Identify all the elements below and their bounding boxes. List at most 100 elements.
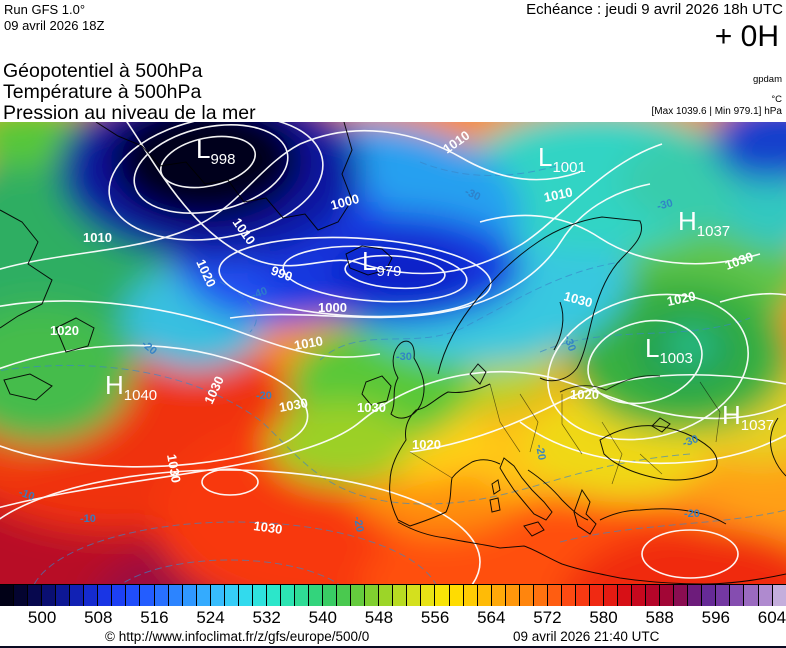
temperature-contours — [0, 161, 786, 584]
scale-cell — [83, 585, 98, 606]
temperature-label: -30 — [656, 197, 674, 213]
scale-cell — [237, 585, 252, 606]
scale-cell — [181, 585, 196, 606]
color-scale-labels: 500 508 516 524 532 540 548 556 564 572 580 588 596 6… — [0, 606, 786, 628]
scale-cell — [546, 585, 561, 606]
forecast-step: + 0H — [714, 20, 779, 53]
isobar-label: 1030 — [278, 395, 309, 415]
scale-cell — [560, 585, 575, 606]
scale-cell — [293, 585, 309, 606]
scale-cell — [392, 585, 407, 606]
isobar-label: 1010 — [293, 333, 324, 353]
scale-cell — [406, 585, 421, 606]
temperature-label: -30 — [681, 433, 700, 450]
scale-cell — [659, 585, 674, 606]
scale-cell — [13, 585, 28, 606]
scale-tick-label: 580 — [589, 608, 618, 627]
scale-tick-label: 572 — [533, 608, 562, 627]
isobar-label: 1030 — [164, 453, 184, 484]
isobar-label: 1020 — [412, 437, 441, 452]
temperature-label: -20 — [533, 443, 548, 461]
scale-cell — [69, 585, 84, 606]
isobar-label: 1030 — [357, 400, 386, 415]
scale-tick-label: 564 — [477, 608, 506, 627]
scale-cell — [504, 585, 519, 606]
isobar-label: 1010 — [543, 184, 574, 205]
scale-tick-label: 500 — [27, 608, 57, 627]
scale-cell — [350, 585, 365, 606]
temperature-label: -10 — [17, 487, 36, 504]
scale-cell — [195, 585, 210, 606]
isobar-label: 1000 — [318, 300, 347, 315]
scale-cell — [265, 585, 280, 606]
scale-cell — [490, 585, 505, 606]
valid-time: Echéance : jeudi 9 avril 2026 18h UTC — [526, 1, 783, 18]
scale-cell — [631, 585, 646, 606]
scale-cell — [111, 585, 126, 606]
map-canvas: L998 L1001 H1037 L979 L1003 H1040 H1037 1010 101… — [0, 122, 786, 584]
scale-cell — [251, 585, 266, 606]
scale-cell — [574, 585, 589, 606]
scale-cell — [673, 585, 688, 606]
temperature-label: -30 — [561, 334, 578, 353]
model-run-name: Run GFS 1.0° — [4, 2, 86, 17]
minmax-pressure: [Max 1039.6 | Min 979.1] hPa — [651, 106, 782, 117]
pressure-center-h-1040: H1040 — [105, 370, 157, 404]
scale-cell — [532, 585, 547, 606]
scale-tick-label: 596 — [701, 608, 730, 627]
param-mslp: Pression au niveau de la mer — [3, 102, 256, 124]
scale-tick-label: 540 — [308, 608, 337, 627]
scale-cell — [55, 585, 70, 606]
scale-tick-label: 548 — [364, 608, 394, 627]
scale-cell — [139, 585, 154, 606]
isobar-label: 1020 — [570, 387, 599, 402]
temperature-label: -10 — [80, 513, 96, 525]
unit-celsius: °C — [771, 94, 782, 105]
scale-tick-label: 516 — [140, 608, 169, 627]
scale-cell — [588, 585, 604, 606]
isobar-label: 1020 — [50, 323, 79, 338]
isobar-contours — [0, 122, 786, 584]
scale-cell — [167, 585, 182, 606]
scale-cell — [603, 585, 618, 606]
scale-tick-label: 524 — [196, 608, 225, 627]
pressure-center-l-979: L979 — [362, 246, 402, 280]
param-temperature: Température à 500hPa — [3, 81, 202, 103]
temperature-label: -20 — [256, 390, 272, 402]
scale-cell — [771, 585, 786, 606]
scale-cell — [476, 585, 491, 606]
unit-gpdam: gpdam — [752, 74, 782, 85]
header: Run GFS 1.0° 09 avril 2026 18Z Echéance … — [0, 0, 786, 124]
param-geopotential: Géopotentiel à 500hPa — [3, 60, 203, 82]
scale-cell — [322, 585, 337, 606]
generation-datetime: 09 avril 2026 21:40 UTC — [513, 629, 660, 644]
scale-cell — [715, 585, 730, 606]
scale-cell — [743, 585, 758, 606]
scale-cell — [462, 585, 477, 606]
scale-cell — [434, 585, 449, 606]
temperature-label: -30 — [396, 351, 412, 363]
scale-cell — [729, 585, 744, 606]
scale-cell — [378, 585, 393, 606]
scale-cell — [308, 585, 323, 606]
temperature-label: -20 — [351, 515, 366, 533]
isobar-label: 1020 — [666, 288, 697, 309]
scale-cell — [41, 585, 56, 606]
country-borders — [409, 381, 721, 485]
model-run-date: 09 avril 2026 18Z — [4, 18, 105, 33]
footer: © http://www.infoclimat.fr/z/gfs/europe/… — [0, 628, 786, 646]
color-scale-bar — [0, 584, 786, 606]
geopotential-map: L998 L1001 H1037 L979 L1003 H1040 H1037 1010 101… — [0, 122, 786, 584]
scale-tick-label: 604 — [757, 608, 786, 627]
isobar-label: 1010 — [83, 230, 112, 245]
temperature-label: -20 — [684, 508, 700, 520]
scale-tick-label: 588 — [645, 608, 674, 627]
scale-cell — [97, 585, 112, 606]
isobar-label: 990 — [269, 263, 295, 285]
scale-cell — [153, 585, 168, 606]
scale-cell — [0, 585, 14, 606]
scale-tick-label: 556 — [420, 608, 450, 627]
copyright-url: © http://www.infoclimat.fr/z/gfs/europe/… — [105, 629, 370, 644]
pressure-center-l-1001: L1001 — [538, 142, 586, 176]
